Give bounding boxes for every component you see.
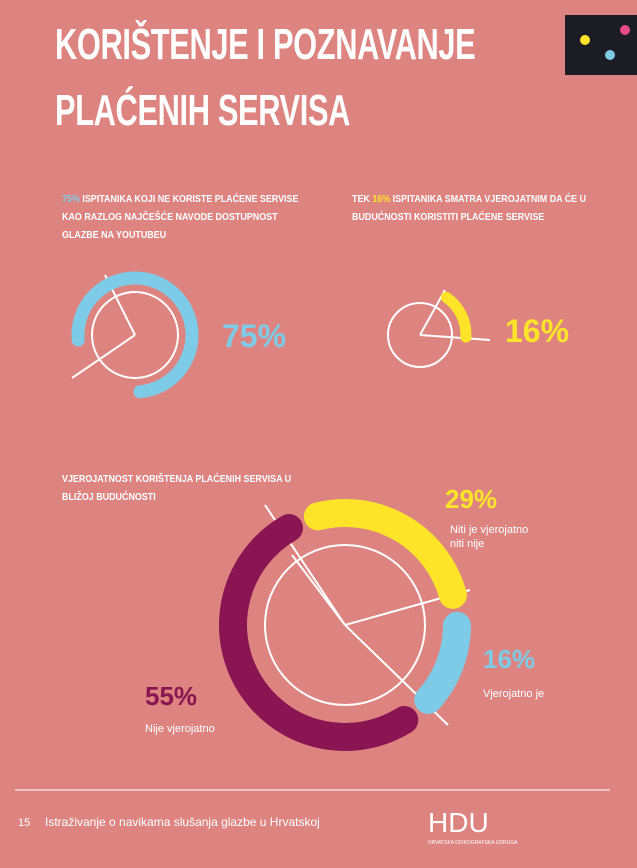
ring-arc: [71, 271, 199, 399]
caption-text: TEK: [352, 193, 370, 205]
value-label: 16%: [505, 313, 569, 349]
decor-line: [71, 334, 136, 379]
logo: HDU: [428, 807, 489, 838]
category-wrap: Nije vjerojatno: [145, 723, 215, 735]
category-label: Nije vjerojatno: [145, 723, 215, 735]
logo-subtitle: HRVATSKA DISKOGRAFSKA UDRUGA: [428, 840, 518, 846]
caption-highlight: 75%: [62, 193, 80, 205]
music-icon: [565, 15, 637, 75]
ring-arc: [440, 291, 472, 343]
decor-line: [419, 289, 446, 336]
decor-line: [419, 334, 491, 341]
note: [580, 35, 590, 45]
donut-arc: [414, 611, 471, 714]
caption-text: ISPITANIKA SMATRA VJEROJATNIM DA ĆE U BU…: [352, 193, 587, 223]
category-wrap: Niti je vjerojatno niti nije: [450, 524, 529, 550]
caption: TEK 16% ISPITANIKA SMATRA VJEROJATNIM DA…: [352, 190, 599, 226]
page-title: KORIŠTENJE I POZNAVANJE PLAĆENIH SERVISA: [55, 20, 476, 135]
donut-arc: [303, 499, 467, 609]
category-wrap: Vjerojatno je: [483, 688, 545, 700]
decor-circle: [387, 302, 453, 368]
page-number: 15: [18, 817, 30, 829]
category-label: Vjerojatno je: [483, 688, 545, 700]
value-label: 16%: [483, 644, 535, 674]
note: [620, 25, 630, 35]
value-label: 29%: [445, 484, 497, 514]
decor-circle: [264, 544, 426, 706]
note: [605, 50, 615, 60]
value-label: 75%: [222, 318, 286, 354]
footer-text: Istraživanje o navikama slušanja glazbe …: [45, 815, 320, 829]
category-label: Niti je vjerojatno niti nije: [450, 524, 529, 550]
caption-highlight: 16%: [372, 193, 391, 205]
caption-text: ISPITANIKA KOJI NE KORISTE PLAĆENE SERVI…: [62, 193, 299, 241]
caption: 75% ISPITANIKA KOJI NE KORISTE PLAĆENE S…: [62, 190, 309, 244]
donut-arc: [219, 514, 419, 751]
chart-title: VJEROJATNOST KORIŠTENJA PLAĆENIH SERVISA…: [62, 473, 292, 503]
value-label: 55%: [145, 681, 197, 711]
decor-line: [291, 554, 346, 626]
decor-circle: [91, 291, 179, 379]
